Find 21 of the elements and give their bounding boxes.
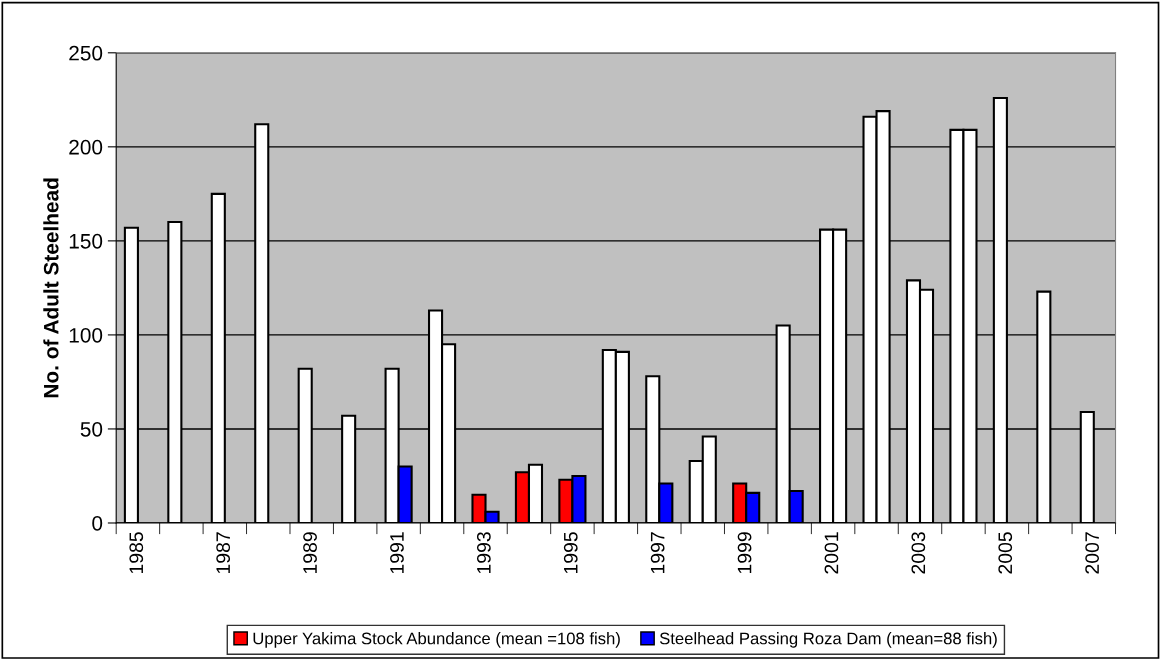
x-tick-label: 1993 xyxy=(476,532,491,574)
x-tick-label: 1985 xyxy=(129,532,144,574)
y-tick-label: 0 xyxy=(92,515,103,531)
x-tick-label: 2005 xyxy=(998,532,1013,574)
x-tick-label: 2007 xyxy=(1085,532,1100,574)
x-tick-label: 2001 xyxy=(824,532,839,574)
x-tick-label: 1991 xyxy=(390,532,404,574)
x-tick-label: 1989 xyxy=(303,532,317,574)
x-tick-label: 1997 xyxy=(650,532,665,574)
x-tick-label: 1999 xyxy=(737,532,752,574)
x-tick-label: 1995 xyxy=(563,532,578,574)
x-tick-label: 2003 xyxy=(911,532,926,574)
legend-label: Steelhead Passing Roza Dam (mean=88 fish) xyxy=(659,632,997,648)
x-tick-label: 1987 xyxy=(216,532,231,574)
y-tick-label: 50 xyxy=(80,421,103,437)
y-tick-label: 150 xyxy=(69,233,103,249)
y-tick-label: 250 xyxy=(69,45,103,61)
y-tick-label: 200 xyxy=(69,139,103,155)
y-tick-label: 100 xyxy=(69,327,103,343)
legend-label: Upper Yakima Stock Abundance (mean =108 fish) xyxy=(253,632,620,648)
y-axis-title: No. of Adult Steelhead xyxy=(43,178,59,398)
